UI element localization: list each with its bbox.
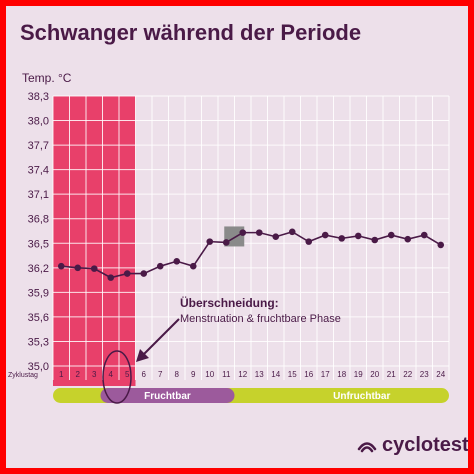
y-tick-label: 35,6 [28,312,49,324]
y-tick-label: 38,0 [28,116,49,128]
temperature-point [437,241,445,249]
temperature-point [57,262,65,270]
temperature-point [74,264,82,272]
temperature-point [255,229,263,236]
temperature-point [140,270,148,277]
temperature-point [272,233,280,241]
x-tick-label: 4 [109,370,114,379]
x-tick-label: 2 [76,370,81,379]
temperature-point [338,235,346,242]
x-tick-label: 17 [321,370,330,379]
temperature-point [354,232,362,240]
x-tick-label: 20 [370,370,379,379]
x-tick-label: 15 [288,370,297,379]
x-tick-label: 21 [387,370,396,379]
y-tick-label: 37,1 [28,189,49,201]
x-tick-label: 16 [304,370,313,379]
temperature-point [288,228,296,236]
temperature-point [206,238,214,245]
x-tick-label: 24 [436,370,445,379]
temperature-point [420,231,428,239]
annotation-text: Menstruation & fruchtbare Phase [180,313,341,325]
y-tick-label: 35,9 [28,287,49,299]
temperature-point [305,238,313,245]
logo-text: cyclotest [382,434,468,456]
menstruation-band [53,96,136,386]
y-tick-label: 36,8 [28,214,49,226]
cyclotest-logo-icon [357,441,377,452]
temperature-point [156,262,164,270]
temperature-point [371,236,379,244]
x-tick-label: 3 [92,370,97,379]
x-axis-label: Zyklustag [8,372,38,379]
temperature-point [321,231,329,239]
x-tick-label: 12 [238,370,247,379]
y-tick-label: 35,0 [28,361,49,373]
temperature-point [404,235,412,243]
temperature-chart: 38,3 38,0 37,7 37,4 37,1 36,8 36,5 36,2 35,9 35,6… [8,71,450,404]
temperature-point [90,265,98,272]
overlap-circle [102,350,132,404]
x-tick-label: 11 [222,370,231,379]
y-tick-label: 36,5 [28,238,49,250]
temperature-point [107,274,115,281]
y-tick-label: 38,3 [28,91,49,103]
x-tick-label: 9 [191,370,196,379]
chart-frame: Schwanger während der Periode 38,3 38,0 37… [6,6,468,468]
temperature-point [173,257,181,265]
x-tick-label: 13 [255,370,264,379]
y-tick-label: 35,3 [28,336,49,348]
phase-label-unfruchtbar: Unfruchtbar [333,391,390,402]
x-tick-label: 19 [354,370,363,379]
y-tick-label: 37,4 [28,165,49,177]
x-tick-label: 8 [175,370,180,379]
y-tick-label: 36,2 [28,263,49,275]
chart-title: Schwanger während der Periode [20,20,362,45]
temperature-point [222,239,230,246]
x-tick-label: 1 [59,370,64,379]
phase-bar-fruchtbar [100,388,235,403]
x-tick-label: 6 [142,370,147,379]
x-tick-label: 22 [403,370,412,379]
brand-logo: cyclotest [356,434,468,457]
annotation-heading: Überschneidung: [180,295,279,310]
y-axis-label: Temp. °C [22,71,72,85]
temperature-point [123,270,131,277]
annotation-arrow-head [136,349,149,362]
x-tick-label: 23 [420,370,429,379]
annotation-arrow-line [139,318,180,359]
x-tick-label: 10 [205,370,214,379]
x-tick-label: 7 [158,370,163,379]
temperature-point [387,231,395,239]
phase-label-fruchtbar: Fruchtbar [144,391,191,402]
temperature-point [189,262,197,270]
x-tick-label: 14 [271,370,280,379]
x-tick-label: 5 [125,370,130,379]
y-tick-label: 37,7 [28,140,49,152]
x-tick-label: 18 [337,370,346,379]
temperature-point [239,229,247,236]
